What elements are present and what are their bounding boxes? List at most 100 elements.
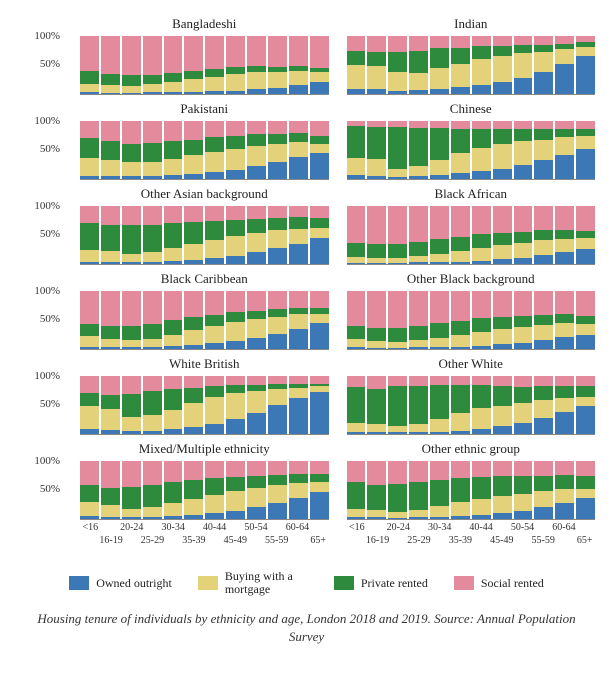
bar: [409, 291, 428, 349]
segment-private: [122, 326, 141, 341]
segment-social: [388, 36, 407, 52]
bar: [289, 291, 308, 349]
segment-private: [247, 311, 266, 320]
segment-private: [80, 485, 99, 502]
segment-private: [472, 46, 491, 59]
bar: [289, 36, 308, 94]
legend-item-mortgage: Buying with a mortgage: [198, 570, 308, 596]
segment-social: [80, 376, 99, 393]
segment-private: [101, 225, 120, 251]
segment-private: [80, 138, 99, 158]
chart-panel: [80, 36, 329, 95]
segment-owned: [143, 431, 162, 434]
segment-mortgage: [268, 317, 287, 334]
segment-mortgage: [268, 230, 287, 247]
segment-social: [247, 376, 266, 385]
bar: [310, 376, 329, 434]
panel-title: Other ethnic group: [347, 441, 596, 457]
panel-title: Other Asian background: [80, 186, 329, 202]
panel-title: Black Caribbean: [80, 271, 329, 287]
segment-mortgage: [451, 413, 470, 430]
segment-owned: [430, 347, 449, 349]
xtick: 55-59: [265, 535, 288, 546]
segment-owned: [534, 418, 553, 434]
bar: [101, 461, 120, 519]
bar: [472, 291, 491, 349]
segment-owned: [310, 238, 329, 264]
segment-social: [555, 461, 574, 475]
segment-owned: [555, 64, 574, 94]
bar: [430, 121, 449, 179]
segment-mortgage: [164, 82, 183, 92]
segment-owned: [451, 347, 470, 349]
segment-private: [143, 225, 162, 253]
segment-private: [226, 385, 245, 393]
segment-social: [247, 206, 266, 219]
segment-social: [576, 461, 595, 476]
segment-social: [409, 206, 428, 242]
segment-social: [367, 376, 386, 389]
segment-owned: [226, 341, 245, 349]
segment-mortgage: [367, 341, 386, 348]
segment-private: [205, 386, 224, 396]
segment-owned: [143, 92, 162, 94]
segment-mortgage: [205, 240, 224, 259]
segment-social: [347, 36, 366, 51]
ytick-100: 100%: [34, 455, 60, 467]
segment-mortgage: [493, 245, 512, 260]
y-axis: 100%50%: [18, 121, 62, 179]
bar: [347, 36, 366, 94]
segment-private: [184, 71, 203, 79]
segment-private: [388, 328, 407, 342]
xtick: 60-64: [286, 522, 309, 533]
segment-mortgage: [493, 144, 512, 168]
segment-owned: [268, 334, 287, 349]
segment-mortgage: [205, 77, 224, 92]
segment-owned: [101, 93, 120, 94]
segment-private: [555, 230, 574, 239]
bar: [310, 461, 329, 519]
segment-owned: [514, 511, 533, 519]
segment-private: [347, 387, 366, 423]
segment-mortgage: [430, 68, 449, 88]
segment-mortgage: [164, 335, 183, 347]
bar: [388, 291, 407, 349]
bar: [534, 461, 553, 519]
segment-mortgage: [534, 52, 553, 72]
segment-private: [472, 477, 491, 499]
segment-mortgage: [184, 499, 203, 515]
segment-social: [472, 291, 491, 318]
segment-social: [122, 291, 141, 326]
bar: [80, 36, 99, 94]
segment-owned: [388, 432, 407, 434]
segment-private: [247, 219, 266, 233]
bar: [388, 376, 407, 434]
segment-social: [493, 121, 512, 129]
segment-owned: [514, 78, 533, 94]
segment-social: [143, 461, 162, 485]
segment-mortgage: [101, 85, 120, 93]
segment-owned: [430, 89, 449, 94]
bar: [226, 376, 245, 434]
segment-owned: [576, 406, 595, 434]
segment-mortgage: [409, 166, 428, 176]
segment-social: [367, 461, 386, 485]
segment-mortgage: [430, 419, 449, 432]
bar: [451, 376, 470, 434]
segment-private: [472, 318, 491, 331]
bar: [80, 376, 99, 434]
bar: [576, 206, 595, 264]
segment-owned: [310, 392, 329, 434]
segment-owned: [80, 176, 99, 179]
panel-title: Bangladeshi: [80, 16, 329, 32]
segment-private: [226, 67, 245, 74]
bar: [268, 376, 287, 434]
xtick: 20-24: [387, 522, 410, 533]
segment-mortgage: [555, 489, 574, 503]
segment-mortgage: [514, 403, 533, 423]
bar: [388, 121, 407, 179]
segment-social: [289, 36, 308, 66]
segment-social: [164, 36, 183, 73]
segment-mortgage: [289, 142, 308, 157]
segment-owned: [347, 89, 366, 94]
